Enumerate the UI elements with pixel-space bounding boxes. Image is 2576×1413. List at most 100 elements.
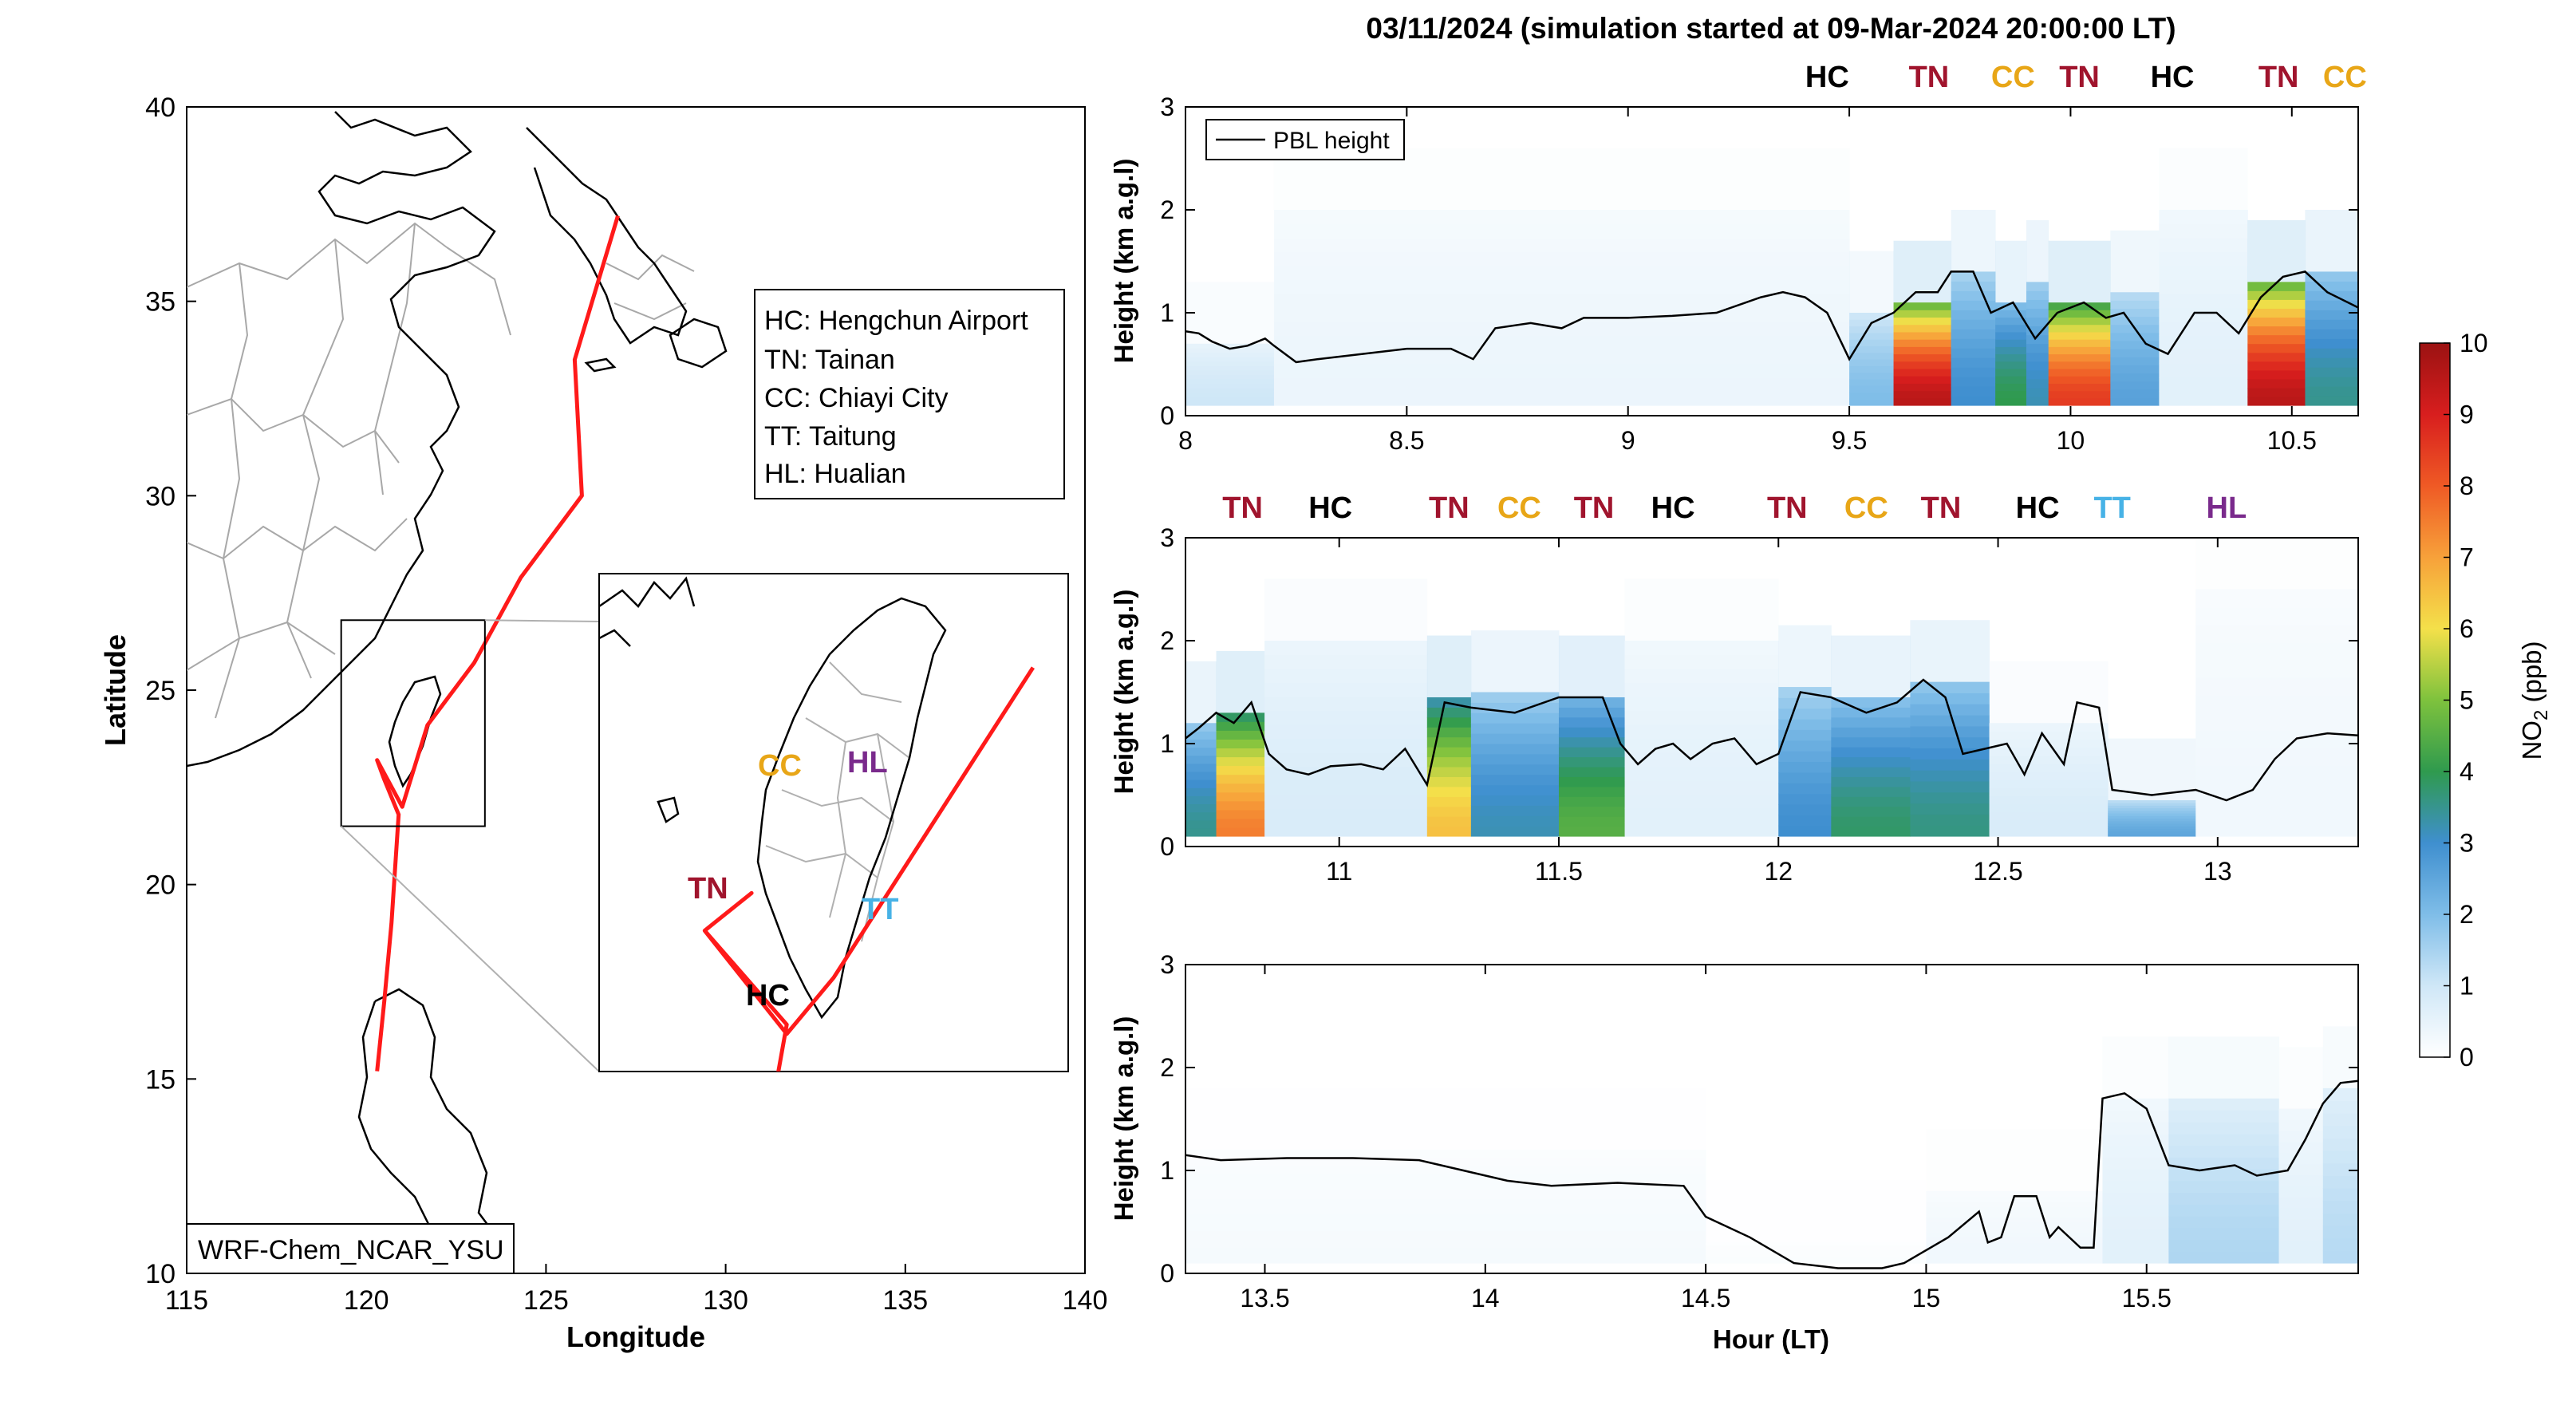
no2-cell — [1951, 329, 1996, 339]
no2-cell — [1470, 795, 1560, 806]
no2-cell — [1893, 353, 1952, 362]
map-legend-box — [754, 289, 1065, 499]
no2-plume — [2026, 219, 2049, 282]
no2-cell — [1893, 317, 1952, 326]
no2-cell — [1264, 752, 1428, 768]
no2-plume — [1910, 620, 1990, 682]
no2-cell — [2102, 1145, 2169, 1158]
no2-cell — [1470, 753, 1560, 765]
map-y-tick-label: 25 — [145, 676, 176, 706]
no2-cell — [2322, 1200, 2358, 1214]
no2-cell — [1624, 808, 1779, 823]
y-tick-label: 2 — [1160, 1053, 1174, 1082]
no2-cell — [1893, 390, 1952, 399]
no2-cell — [2048, 397, 2111, 406]
no2-cell — [1426, 806, 1472, 817]
no2-cell — [1995, 310, 2027, 318]
no2-cell — [2322, 1250, 2358, 1264]
no2-cell — [2195, 659, 2358, 678]
no2-cell — [2195, 765, 2358, 784]
no2-cell — [2102, 1239, 2169, 1252]
no2-cell — [1995, 324, 2027, 333]
no2-cell — [1185, 1198, 1706, 1207]
no2-cell — [1995, 383, 2027, 392]
no2-cell — [1926, 1247, 2103, 1253]
no2-cell — [2278, 1229, 2324, 1241]
no2-cell — [2159, 335, 2248, 350]
map-x-tick-label: 130 — [703, 1285, 748, 1316]
colorbar-tick-label: 10 — [2460, 329, 2488, 357]
panel-3-no2-columns — [1185, 1026, 2358, 1264]
inset-label-cc: CC — [758, 749, 802, 783]
no2-cell — [1558, 736, 1626, 748]
no2-cell — [1778, 772, 1832, 783]
no2-cell — [1216, 809, 1265, 819]
no2-cell — [1989, 819, 2109, 829]
no2-cell — [2110, 381, 2160, 390]
no2-cell — [2305, 367, 2358, 377]
no2-cell — [1558, 747, 1626, 758]
no2-cell — [1185, 739, 1217, 748]
no2-cell — [1995, 353, 2027, 362]
no2-cell — [1831, 796, 1911, 807]
no2-cell — [2168, 1098, 2280, 1111]
no2-cell — [1951, 290, 1996, 301]
no2-cell — [1185, 787, 1217, 796]
no2-cell — [1849, 332, 1895, 340]
no2-cell — [1273, 377, 1850, 393]
no2-cell — [2026, 290, 2049, 300]
legend-item-hc: HC: Hengchun Airport — [764, 306, 1028, 336]
no2-cell — [1989, 795, 2109, 805]
map-y-ticks: 10 15 20 25 30 35 40 — [145, 93, 196, 1289]
no2-cell — [1185, 397, 1275, 402]
y-tick-label: 0 — [1160, 401, 1174, 430]
no2-cell — [1926, 1222, 2103, 1228]
no2-cell — [2278, 1119, 2324, 1131]
no2-cell — [1831, 707, 1911, 718]
map-flight-track — [375, 215, 620, 1072]
no2-cell — [2195, 624, 2358, 643]
map-y-tick-label: 30 — [145, 481, 176, 511]
no2-cell — [1216, 827, 1265, 837]
no2-cell — [2195, 677, 2358, 696]
pbl-legend-label: PBL height — [1273, 128, 1390, 154]
no2-cell — [1185, 827, 1217, 837]
no2-cell — [2048, 369, 2111, 377]
map-x-tick-label: 140 — [1063, 1285, 1108, 1316]
no2-cell — [2026, 334, 2049, 345]
no2-plume — [1951, 210, 1996, 272]
no2-cell — [1185, 763, 1217, 772]
no2-cell — [1893, 369, 1952, 377]
site-label-cc: CC — [2323, 61, 2367, 94]
no2-cell — [1706, 1254, 1927, 1257]
no2-plume — [2048, 240, 2111, 303]
map-y-tick-label: 15 — [145, 1064, 176, 1095]
panel-3-x-label: Hour (LT) — [1713, 1324, 1829, 1354]
no2-cell — [2110, 365, 2160, 374]
no2-cell — [1951, 386, 1996, 397]
no2-cell — [2026, 308, 2049, 318]
no2-cell — [2159, 377, 2248, 393]
map-panel: 115 120 125 130 135 140 10 15 20 25 30 35 40 Longit… — [99, 93, 1107, 1353]
no2-cell — [2247, 290, 2306, 300]
panel-2-site-labels: TN HC TN CC TN HC TN CC TN HC TT HL — [1222, 491, 2247, 525]
no2-cell — [1706, 1258, 1927, 1261]
no2-cell — [1185, 1166, 1706, 1175]
no2-cell — [1216, 783, 1265, 793]
no2-cell — [2195, 712, 2358, 731]
no2-cell — [2159, 363, 2248, 378]
no2-cell — [2168, 1145, 2280, 1158]
model-annotation-box — [186, 1223, 515, 1274]
panel-2-pbl-line — [1185, 678, 2358, 802]
no2-plume — [2159, 148, 2248, 210]
no2-cell — [2108, 813, 2196, 816]
coastline-jeju — [584, 357, 617, 373]
no2-cell — [1910, 780, 1990, 793]
no2-cell — [2159, 307, 2248, 322]
no2-cell — [2322, 1188, 2358, 1202]
no2-plume — [1778, 625, 1832, 688]
no2-cell — [2305, 396, 2358, 406]
no2-cell — [1426, 826, 1472, 837]
no2-cell — [1910, 693, 1990, 705]
